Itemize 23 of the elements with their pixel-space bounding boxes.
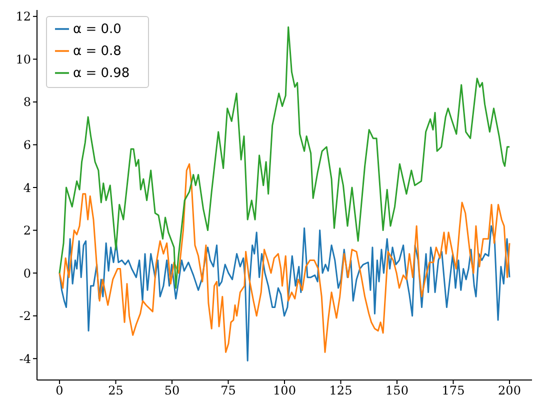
x-tick-label: 100 xyxy=(273,384,296,398)
y-tick-label: 0 xyxy=(23,266,31,280)
x-tick-label: 0 xyxy=(56,384,64,398)
x-tick-label: 25 xyxy=(108,384,124,398)
y-tick-label: 4 xyxy=(23,180,32,195)
y-tick-label: 8 xyxy=(23,95,31,110)
x-tick-label: 125 xyxy=(329,384,352,398)
x-tick-label: 200 xyxy=(498,384,521,398)
y-tick-label: 2 xyxy=(23,224,31,238)
y-tick-label: -2 xyxy=(19,309,31,324)
legend-label: α = 0.8 xyxy=(73,44,122,59)
legend-label: α = 0.0 xyxy=(73,22,122,37)
y-tick-label: 12 xyxy=(16,10,31,24)
x-tick-label: 175 xyxy=(442,384,465,398)
y-tick-label: -4 xyxy=(19,352,32,366)
y-tick-label: 6 xyxy=(23,138,31,152)
y-tick-label: 10 xyxy=(16,52,31,66)
legend-label: α = 0.98 xyxy=(73,66,130,81)
x-tick-label: 50 xyxy=(164,384,180,398)
line-series xyxy=(58,163,510,353)
x-tick-label: 75 xyxy=(220,384,236,398)
x-tick-label: 150 xyxy=(386,384,408,398)
line-series xyxy=(58,225,510,362)
